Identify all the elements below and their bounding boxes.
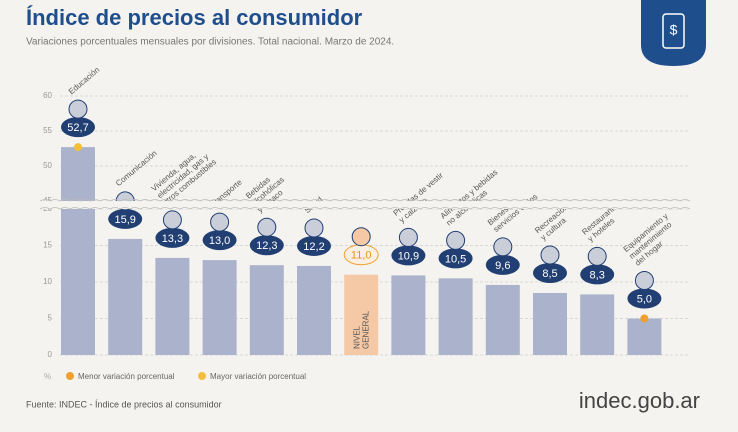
icon [351,227,371,247]
axis-break-line [39,207,691,210]
legend-label: Mayor variación porcentual [210,372,306,381]
value-label: 5,0 [637,293,652,305]
value-label: 10,5 [445,253,466,265]
category-label-group: Educación [67,65,101,96]
category-label: NIVEL [352,325,361,349]
value-badge [533,262,567,283]
value-badge [438,248,473,269]
category-label: GENERAL [361,310,370,349]
y-tick-label: 45 [43,196,52,205]
category-label-group: Comunicación [114,149,159,188]
max-marker [74,143,82,152]
category-label-group: Vivienda, agua,electricidad, gas yotros … [150,151,218,207]
value-badge [249,235,284,256]
icon [634,271,654,290]
logo-badge: $ [641,0,706,66]
bar [533,292,567,355]
value-label: 52,7 [67,122,88,134]
bar [249,265,284,355]
value-badge [627,288,662,309]
value-badge [391,245,426,266]
source: Fuente: INDEC - Índice de precios al con… [26,399,222,409]
value-badge [155,227,190,248]
axis-break [40,201,690,209]
value-label: 8,3 [590,269,605,281]
legend-swatch [198,372,206,380]
y-tick-label: 55 [43,126,52,135]
value-badge [61,117,95,138]
y-tick-label: 60 [43,91,52,100]
category-label: Alimentos y bebidas [439,168,500,221]
bar [297,265,331,355]
icon [68,99,88,119]
bar [155,257,190,355]
category-label: Comunicación [114,149,159,188]
icon [587,246,607,266]
svg-text:$: $ [670,22,678,38]
axis-break-line [39,199,691,202]
value-badge [108,208,143,229]
icon [540,245,560,265]
value-badge [202,230,237,251]
value-label: 10,9 [398,250,419,262]
bar [627,318,662,355]
y-tick-label: 10 [43,277,52,286]
legend-label: Menor variación porcentual [78,372,175,381]
bar [485,284,520,355]
y-tick-label: 5 [48,314,53,323]
value-label: 13,3 [162,233,183,245]
icon [210,212,230,232]
value-badge [297,235,331,256]
icon [398,227,418,247]
value-label: 15,9 [114,214,135,226]
y-tick-label: 50 [43,161,52,170]
value-badge [580,264,615,285]
chart-title: Índice de precios al consumidor [26,5,363,30]
bar [391,275,426,355]
value-badge [485,254,520,275]
icon [162,210,182,230]
icon [257,217,277,237]
bar [108,238,143,355]
bar [61,147,95,355]
value-label: 11,0 [351,250,372,262]
bar [202,260,237,355]
y-tick-label: 15 [43,241,52,250]
icon [446,230,466,250]
value-label: 12,3 [256,240,277,252]
value-label: 8,5 [542,268,557,280]
bar [438,278,473,355]
value-label: 9,6 [495,260,510,272]
y-tick-label: 0 [48,350,53,359]
chart-subtitle: Variaciones porcentuales mensuales por d… [26,37,394,48]
value-label: 12,2 [303,241,324,253]
bar [344,274,379,355]
value-label: 13,0 [209,235,230,247]
min-marker [640,314,649,323]
icon [493,237,513,257]
bar [580,294,615,355]
legend-swatch [66,372,74,380]
unit-label: % [44,372,51,381]
category-label: Educación [67,65,101,96]
icon [304,218,324,238]
brand: indec.gob.ar [579,388,700,413]
